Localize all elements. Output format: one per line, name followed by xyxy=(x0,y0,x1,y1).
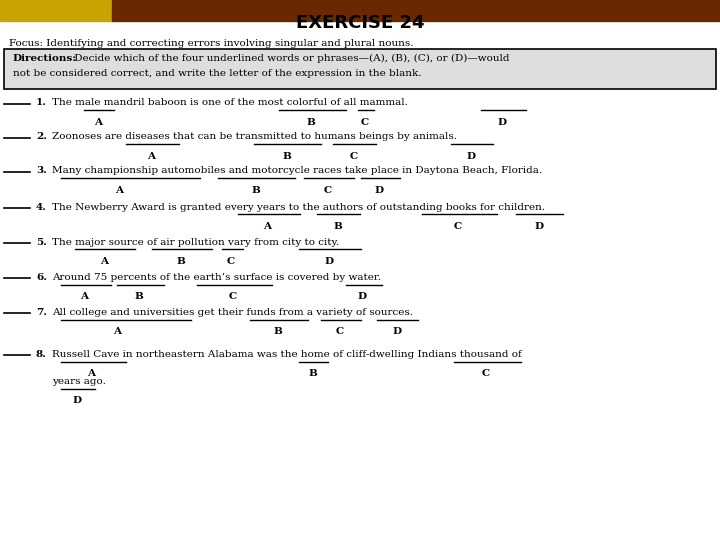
Text: years ago.: years ago. xyxy=(52,377,106,386)
Text: C: C xyxy=(454,222,462,231)
Text: 7.: 7. xyxy=(36,308,47,317)
Text: B: B xyxy=(274,327,282,336)
Text: Directions:: Directions: xyxy=(13,54,77,63)
Text: 4.: 4. xyxy=(36,202,47,212)
Text: A: A xyxy=(263,222,271,231)
Text: 3.: 3. xyxy=(36,166,47,176)
Text: D: D xyxy=(392,327,401,336)
Text: 8.: 8. xyxy=(36,350,47,359)
Text: B: B xyxy=(251,186,260,195)
Text: A: A xyxy=(114,186,123,195)
Text: B: B xyxy=(176,257,185,266)
Text: D: D xyxy=(73,396,81,406)
Text: Decide which of the four underlined words or phrases—(A), (B), (C), or (D)—would: Decide which of the four underlined word… xyxy=(71,54,509,63)
Text: D: D xyxy=(375,186,384,195)
Text: C: C xyxy=(227,257,235,266)
Text: D: D xyxy=(467,152,475,161)
Text: A: A xyxy=(147,152,156,161)
Text: C: C xyxy=(228,292,237,301)
Text: D: D xyxy=(325,257,333,266)
Text: D: D xyxy=(358,292,366,301)
Text: D: D xyxy=(534,222,543,231)
Text: A: A xyxy=(80,292,89,301)
Text: A: A xyxy=(94,118,102,127)
Text: D: D xyxy=(498,118,506,127)
Text: 1.: 1. xyxy=(36,98,47,107)
Text: 6.: 6. xyxy=(36,273,47,282)
Text: The major source of air pollution vary from city to city.: The major source of air pollution vary f… xyxy=(52,238,339,247)
Text: Russell Cave in northeastern Alabama was the home of cliff-dwelling Indians thou: Russell Cave in northeastern Alabama was… xyxy=(52,350,521,359)
Text: Around 75 percents of the earth’s surface is covered by water.: Around 75 percents of the earth’s surfac… xyxy=(52,273,381,282)
Text: A: A xyxy=(99,257,108,266)
Text: C: C xyxy=(482,369,490,379)
Text: B: B xyxy=(307,118,315,127)
Text: C: C xyxy=(361,118,369,127)
Text: B: B xyxy=(135,292,143,301)
Bar xyxy=(112,0,720,21)
Bar xyxy=(0,0,112,21)
Text: not be considered correct, and write the letter of the expression in the blank.: not be considered correct, and write the… xyxy=(13,69,421,78)
Text: B: B xyxy=(308,369,317,379)
Text: Focus: Identifying and correcting errors involving singular and plural nouns.: Focus: Identifying and correcting errors… xyxy=(9,39,413,48)
Text: C: C xyxy=(349,152,358,161)
FancyBboxPatch shape xyxy=(4,49,716,89)
Text: B: B xyxy=(282,152,291,161)
Text: C: C xyxy=(323,186,332,195)
Text: A: A xyxy=(112,327,121,336)
Text: The Newberry Award is granted every years to the authors of outstanding books fo: The Newberry Award is granted every year… xyxy=(52,202,545,212)
Text: Zoonoses are diseases that can be transmitted to humans beings by animals.: Zoonoses are diseases that can be transm… xyxy=(52,132,456,141)
Text: A: A xyxy=(87,369,96,379)
Text: 5.: 5. xyxy=(36,238,47,247)
Text: The male mandril baboon is one of the most colorful of all mammal.: The male mandril baboon is one of the mo… xyxy=(52,98,408,107)
Text: C: C xyxy=(336,327,344,336)
Text: All college and universities get their funds from a variety of sources.: All college and universities get their f… xyxy=(52,308,413,317)
Text: Many championship automobiles and motorcycle races take place in Daytona Beach, : Many championship automobiles and motorc… xyxy=(52,166,542,176)
Text: 2.: 2. xyxy=(36,132,47,141)
Text: EXERCISE 24: EXERCISE 24 xyxy=(296,14,424,31)
Text: B: B xyxy=(333,222,342,231)
